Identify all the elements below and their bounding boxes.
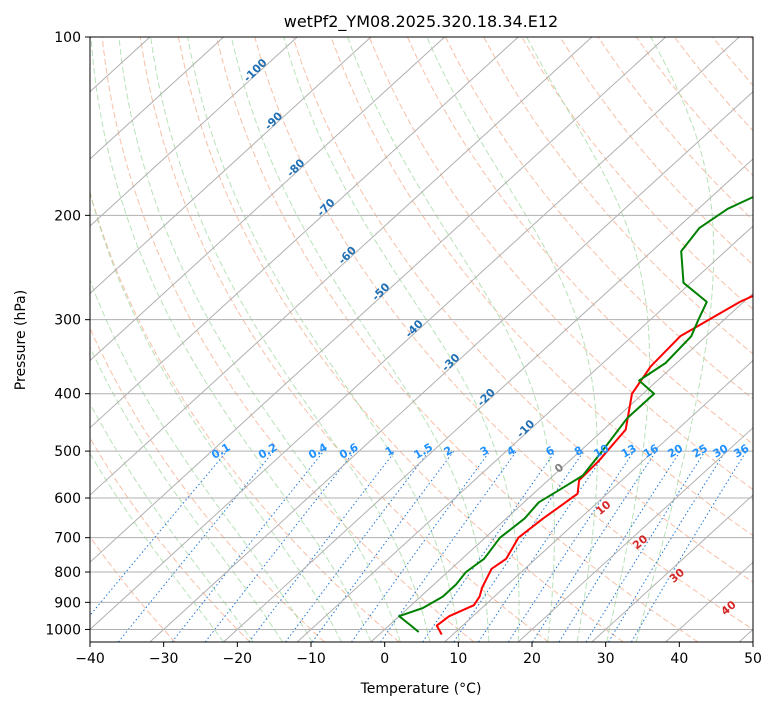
moist-adiabat <box>230 37 490 642</box>
dewpoint-profile <box>398 195 753 633</box>
moist-adiabat <box>187 37 460 642</box>
y-tick-label: 600 <box>54 491 81 507</box>
mixing-ratio-line <box>608 450 727 642</box>
isotherm <box>90 37 298 227</box>
dry-adiabat <box>483 37 753 355</box>
isotherm <box>90 37 593 496</box>
isotherm <box>370 292 753 642</box>
y-tick-label: 200 <box>54 208 81 224</box>
dry-adiabat <box>177 37 624 642</box>
moist-adiabat <box>90 402 254 642</box>
y-tick-label: 400 <box>54 387 81 403</box>
mixing-ratio-line <box>171 450 325 642</box>
x-tick-label: 40 <box>670 651 688 667</box>
moist-adiabat <box>90 346 283 642</box>
isotherm <box>90 37 519 429</box>
mixing-ratio-line <box>311 450 455 642</box>
moist-adiabat <box>90 191 342 642</box>
x-tick-label: 0 <box>380 651 389 667</box>
dry-adiabat <box>445 37 753 400</box>
y-tick-label: 500 <box>54 444 81 460</box>
y-tick-label: 800 <box>54 565 81 581</box>
y-tick-label: 900 <box>54 595 81 611</box>
dry-adiabat <box>254 37 753 630</box>
x-tick-label: −30 <box>149 651 179 667</box>
x-axis-label: Temperature (°C) <box>360 681 482 697</box>
y-tick-label: 1000 <box>45 622 81 638</box>
x-tick-label: 10 <box>449 651 467 667</box>
moist-adiabat <box>150 37 431 642</box>
mixing-ratio-line <box>285 450 430 642</box>
isotherm <box>90 37 740 631</box>
dry-adiabat <box>139 37 549 642</box>
x-tick-label: −40 <box>75 651 105 667</box>
x-tick-label: −20 <box>223 651 253 667</box>
isotherm <box>444 359 753 642</box>
isotherm <box>90 37 445 362</box>
y-tick-label: 300 <box>54 313 81 329</box>
moist-adiabat <box>426 37 598 642</box>
isotherm <box>223 158 753 642</box>
dry-adiabat <box>521 37 753 310</box>
x-tick-label: 30 <box>597 651 615 667</box>
moist-adiabat <box>90 37 372 642</box>
plot-frame <box>89 36 754 643</box>
mixing-ratio-line <box>507 450 635 642</box>
isotherm <box>149 90 753 642</box>
dry-adiabat <box>368 37 753 491</box>
x-tick-label: −10 <box>296 651 326 667</box>
dry-adiabat <box>90 535 176 642</box>
isotherm <box>591 494 753 642</box>
mixing-ratio-line <box>532 450 657 642</box>
y-tick-label: 700 <box>54 531 81 547</box>
mixing-ratio-line <box>351 450 491 642</box>
dry-adiabat <box>292 37 753 583</box>
x-tick-label: 50 <box>744 651 762 667</box>
dry-adiabat <box>90 436 251 642</box>
isotherm <box>296 225 753 642</box>
moist-adiabat <box>283 37 520 642</box>
dry-adiabat <box>101 37 475 642</box>
moist-adiabat <box>635 37 715 642</box>
moist-adiabat <box>526 37 650 642</box>
isotherm <box>517 427 753 642</box>
mixing-ratio-line <box>453 450 585 642</box>
mixing-ratio-line <box>422 450 556 642</box>
mixing-ratio-line <box>248 450 396 642</box>
mixing-ratio-line <box>558 450 681 642</box>
mixing-ratio-line <box>90 450 228 617</box>
moist-adiabat <box>90 452 224 642</box>
mixing-ratio-line <box>117 450 275 642</box>
isotherm <box>90 37 224 160</box>
y-tick-label: 100 <box>54 30 81 46</box>
moist-adiabat <box>347 37 555 642</box>
x-tick-label: 20 <box>523 651 541 667</box>
y-axis-label: Pressure (hPa) <box>13 290 29 390</box>
isotherm <box>90 37 666 563</box>
dry-adiabat <box>90 327 325 642</box>
chart-title: wetPf2_YM08.2025.320.18.34.E12 <box>284 12 558 32</box>
isotherm <box>90 37 372 295</box>
